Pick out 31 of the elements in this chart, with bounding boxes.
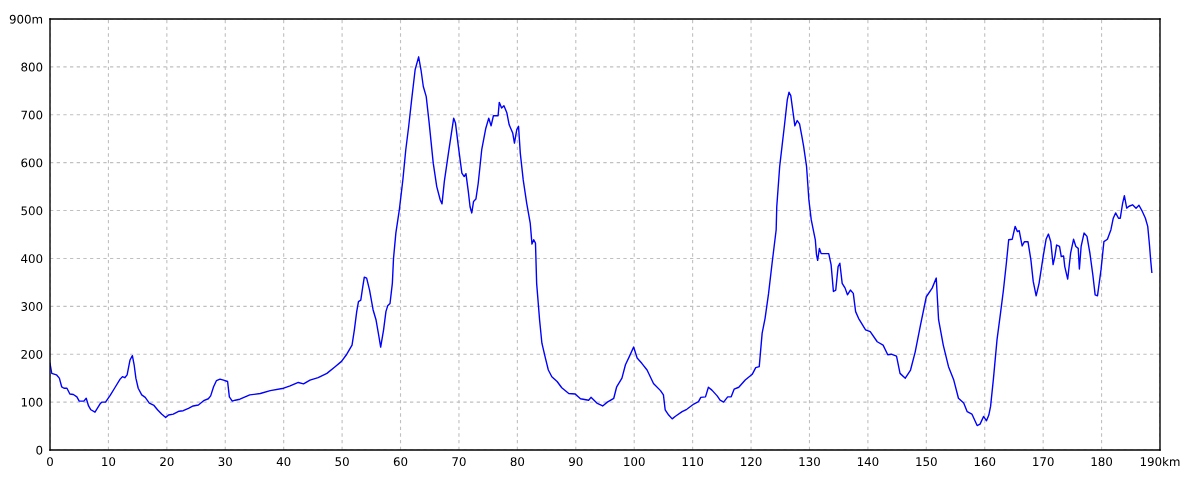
x-tick-label: 90 [569, 457, 583, 467]
x-tick-label: 120 [741, 457, 762, 467]
y-tick-label: 700 [21, 110, 43, 120]
y-tick-label: 100 [21, 397, 43, 407]
x-tick-label: 170 [1033, 457, 1054, 467]
line-series [50, 56, 1153, 427]
x-tick-label: 130 [799, 457, 820, 467]
y-tick-label: 200 [21, 349, 43, 359]
x-tick-label: 20 [160, 457, 174, 467]
x-tick-label: 150 [916, 457, 937, 467]
y-tick-label: 300 [21, 302, 43, 311]
y-tick-label: 800 [21, 62, 43, 72]
y-tick-label: 0 [36, 445, 43, 455]
x-tick-label: 10 [102, 457, 116, 467]
x-tick-label: 160 [974, 457, 996, 467]
x-tick-label: 40 [276, 457, 291, 467]
x-tick-label: 100 [624, 457, 645, 467]
x-tick-label: 190km [1140, 456, 1180, 467]
x-tick-label: 180 [1091, 457, 1113, 467]
y-tick-label: 900m [9, 14, 43, 24]
x-tick-label: 60 [393, 457, 408, 467]
x-tick-label: 80 [510, 457, 525, 467]
x-tick-label: 50 [335, 457, 349, 467]
y-tick-label: 600 [21, 158, 43, 168]
y-tick-label: 400 [21, 254, 43, 264]
x-tick-label: 70 [452, 457, 466, 467]
x-tick-label: 110 [682, 457, 704, 467]
x-tick-label: 30 [218, 457, 232, 467]
x-tick-label: 0 [47, 457, 53, 467]
y-tick-label: 500 [21, 206, 43, 216]
x-tick-label: 140 [857, 457, 879, 467]
